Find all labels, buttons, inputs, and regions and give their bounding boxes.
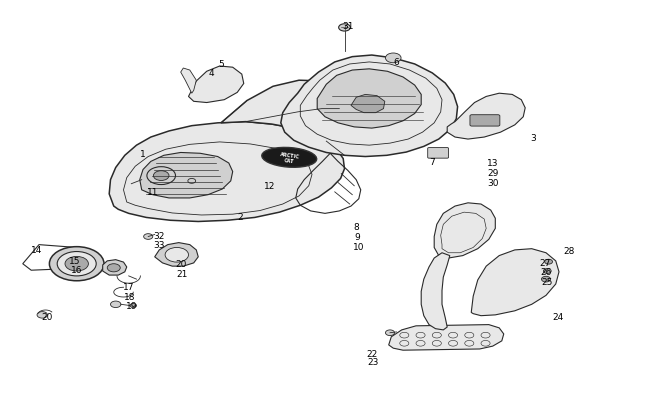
Circle shape [385,330,395,336]
Circle shape [385,54,401,64]
Polygon shape [447,94,525,140]
Text: 32: 32 [153,231,165,240]
Text: 10: 10 [353,243,365,252]
Polygon shape [317,70,421,129]
Polygon shape [140,153,233,198]
Circle shape [107,264,120,272]
Polygon shape [351,95,385,113]
FancyBboxPatch shape [428,148,448,159]
Text: 26: 26 [540,268,552,277]
Polygon shape [103,260,127,275]
Polygon shape [389,325,504,350]
Circle shape [130,304,136,308]
Circle shape [37,312,47,318]
Circle shape [153,171,169,181]
Text: 15: 15 [69,257,81,266]
Text: 20: 20 [175,260,187,269]
Circle shape [545,260,552,264]
Text: 18: 18 [124,292,136,301]
Polygon shape [155,243,198,266]
Text: 11: 11 [147,188,159,197]
Circle shape [49,247,104,281]
Text: 33: 33 [153,241,165,249]
Text: 19: 19 [125,301,137,310]
Polygon shape [421,253,450,330]
Text: 2: 2 [238,212,243,221]
Text: 9: 9 [355,232,360,241]
Circle shape [111,301,121,308]
Text: 3: 3 [530,133,536,142]
Polygon shape [221,81,354,134]
Text: 28: 28 [563,247,575,256]
Text: 16: 16 [71,266,83,275]
Ellipse shape [262,148,317,168]
Text: 31: 31 [343,22,354,31]
Text: 30: 30 [487,179,499,188]
Circle shape [57,252,96,276]
Text: 25: 25 [541,277,553,286]
Text: 7: 7 [430,158,435,166]
Text: 20: 20 [41,312,53,321]
Text: 21: 21 [176,269,188,278]
Circle shape [144,234,153,240]
Text: 23: 23 [367,357,379,366]
Text: 29: 29 [487,169,499,178]
Text: 27: 27 [539,258,551,267]
Circle shape [543,269,551,274]
Polygon shape [109,122,344,222]
Text: 14: 14 [31,246,43,255]
Text: 24: 24 [552,312,564,321]
Circle shape [65,257,88,271]
Polygon shape [181,69,196,94]
Circle shape [339,25,350,32]
Text: 8: 8 [354,222,359,231]
Text: 17: 17 [123,282,135,291]
Text: 1: 1 [140,149,146,158]
Polygon shape [434,203,495,258]
Circle shape [147,167,176,185]
Text: ARCTIC
CAT: ARCTIC CAT [279,151,300,165]
Polygon shape [471,249,559,316]
Text: 6: 6 [394,58,399,67]
Text: 4: 4 [209,68,214,77]
FancyBboxPatch shape [470,115,500,127]
Circle shape [541,277,551,282]
Text: 22: 22 [366,349,378,358]
Text: 13: 13 [487,159,499,168]
Text: 5: 5 [218,60,224,69]
Circle shape [165,248,188,262]
Polygon shape [281,56,458,157]
Polygon shape [188,67,244,103]
Text: 12: 12 [264,182,276,191]
